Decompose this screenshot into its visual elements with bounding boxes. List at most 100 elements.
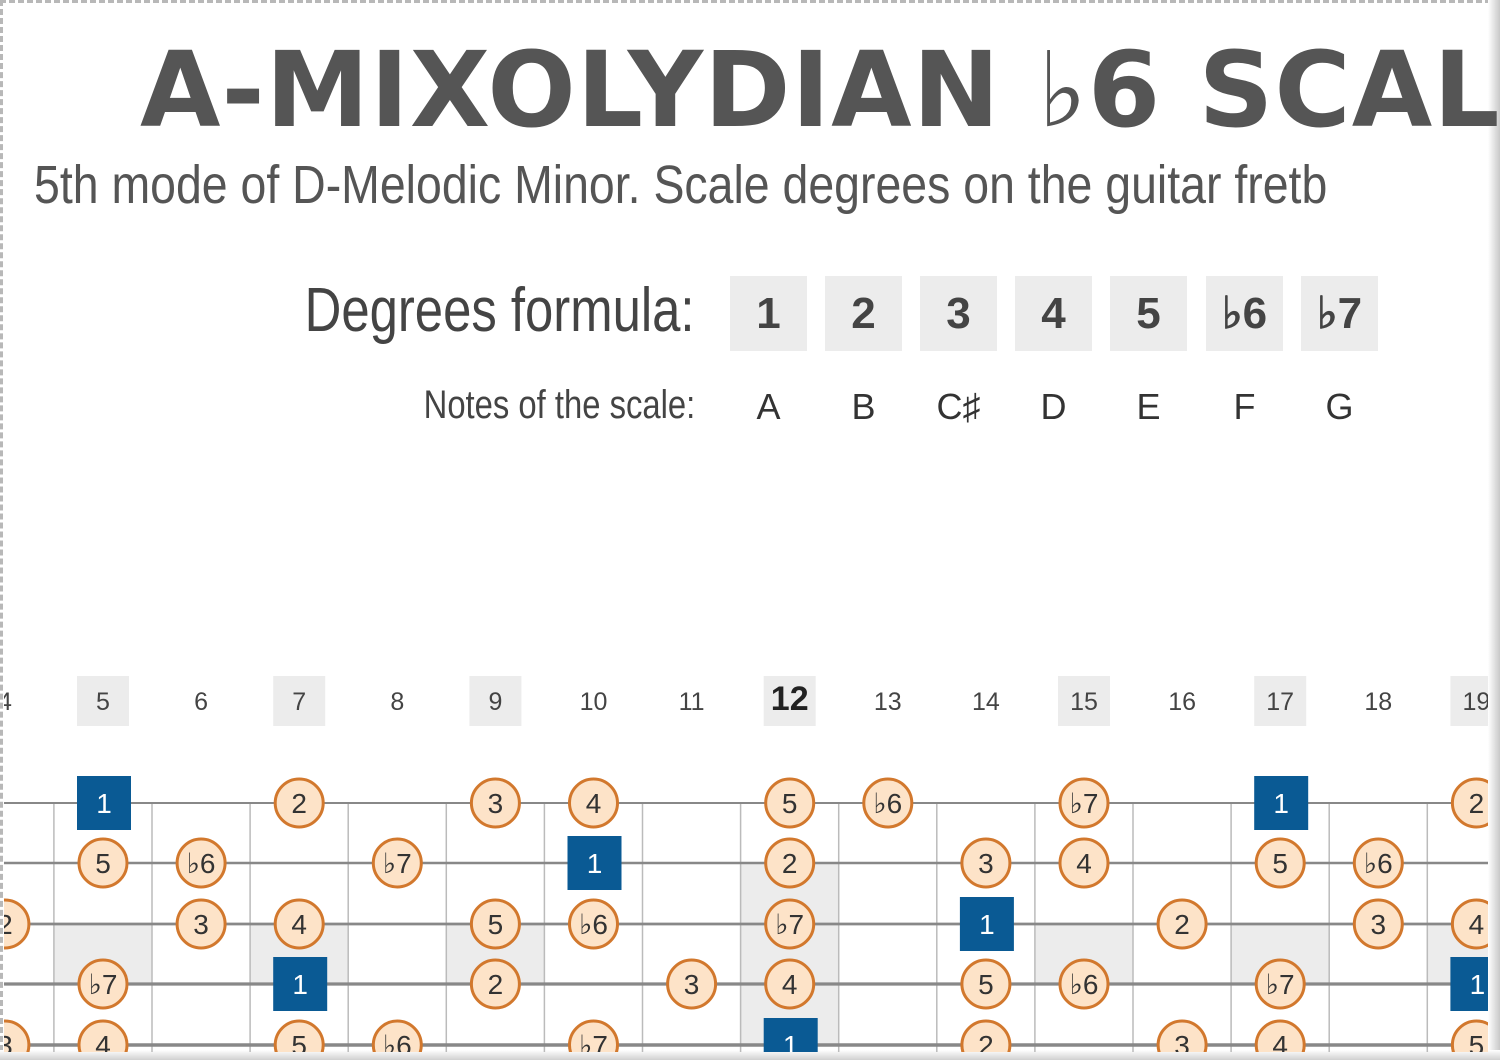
degree-note-label: ♭7 (383, 848, 412, 879)
scale-note-3: C♯ (936, 386, 981, 427)
degrees-formula-label: Degrees formula: (305, 276, 695, 345)
root-note-marker (1450, 957, 1488, 1011)
degree-box-2: 2 (825, 276, 902, 351)
degree-note-marker (1254, 958, 1306, 1010)
degree-note-label: 5 (782, 788, 798, 819)
degree-note-label: 2 (1469, 788, 1485, 819)
degree-note-marker (175, 837, 227, 889)
degree-note-marker (273, 777, 325, 829)
degree-note-label: 5 (291, 1030, 307, 1060)
degree-note-label: 5 (978, 969, 994, 1000)
degree-note-label: ♭6 (1364, 848, 1393, 879)
degree-note-label: ♭6 (187, 848, 216, 879)
degree-note-label: ♭7 (775, 909, 804, 940)
fret-number-6: 6 (194, 688, 208, 716)
degree-note-marker (666, 958, 718, 1010)
degree-note-marker (960, 837, 1012, 889)
degree-note-marker (1254, 1019, 1306, 1052)
degree-note-label: 2 (0, 909, 13, 940)
degree-note-marker (371, 1019, 423, 1052)
degree-note-marker (960, 958, 1012, 1010)
root-note-marker (763, 1018, 818, 1052)
fret-number-box-15 (1058, 676, 1110, 726)
degree-box-4: 4 (1015, 276, 1092, 351)
degree-note-label: 2 (978, 1030, 994, 1060)
degree-note-label: 3 (1371, 909, 1387, 940)
degree-note-marker (4, 1019, 31, 1052)
degree-box-1: 1 (730, 276, 807, 351)
root-note-label: 1 (1470, 969, 1486, 1000)
degree-note-marker (273, 1019, 325, 1052)
fret-number-7: 7 (292, 688, 306, 716)
degree-note-label: 2 (1174, 909, 1190, 940)
degree-note-marker (371, 837, 423, 889)
degree-note-label: 5 (1469, 1030, 1485, 1060)
page-subtitle: 5th mode of D-Melodic Minor. Scale degre… (34, 155, 1328, 215)
degree-note-label: 5 (488, 909, 504, 940)
root-note-label: 1 (587, 848, 603, 879)
frame-border-top (0, 0, 1500, 4)
page-title: A-MIXOLYDIAN ♭6 SCALE (140, 29, 1500, 151)
root-note-marker (273, 957, 328, 1011)
degree-note-marker (764, 837, 816, 889)
fret-number-16: 16 (1168, 688, 1196, 716)
root-note-label: 1 (979, 909, 995, 940)
degree-note-marker (175, 898, 227, 950)
root-note-marker (567, 836, 622, 890)
degree-note-label: ♭6 (873, 788, 902, 819)
degree-note-label: ♭6 (383, 1030, 412, 1060)
degree-note-marker (568, 777, 619, 829)
degree-note-label: ♭6 (1070, 969, 1099, 1000)
degree-note-label: 3 (684, 969, 700, 1000)
root-note-label: 1 (96, 788, 112, 819)
root-note-label: 1 (1273, 788, 1289, 819)
degree-note-label: ♭6 (579, 909, 608, 940)
degree-note-marker (77, 958, 129, 1010)
degree-note-marker (1058, 837, 1110, 889)
degree-note-marker (764, 777, 816, 829)
root-note-label: 1 (292, 969, 308, 1000)
scale-note-1: A (756, 386, 781, 427)
degree-box-flat7: ♭7 (1301, 276, 1378, 351)
degree-note-label: 3 (488, 788, 504, 819)
fret-number-box-19 (1450, 676, 1488, 726)
degree-box-flat6: ♭6 (1206, 276, 1283, 351)
degree-note-marker (1058, 777, 1110, 829)
root-note-marker (77, 776, 131, 830)
scale-note-6: F (1233, 386, 1256, 427)
degree-note-marker (77, 837, 129, 889)
degree-note-marker (1058, 958, 1110, 1010)
degree-note-label: 4 (1076, 848, 1092, 879)
fret-number-13: 13 (874, 688, 902, 716)
degree-note-marker (1450, 898, 1488, 950)
degree-note-marker (77, 1019, 129, 1052)
fret-number-9: 9 (488, 688, 502, 716)
fret-number-15: 15 (1070, 688, 1098, 716)
fret-number-5: 5 (96, 688, 110, 716)
degree-note-marker (568, 1019, 619, 1052)
fret-number-14: 14 (972, 688, 1000, 716)
degree-note-label: ♭7 (579, 1030, 608, 1060)
degree-note-marker (862, 777, 914, 829)
degree-note-marker (764, 958, 816, 1010)
fret-number-11: 11 (679, 688, 705, 716)
degree-note-marker (1254, 837, 1306, 889)
fret-number-12: 12 (771, 680, 809, 718)
degree-note-label: 3 (193, 909, 209, 940)
degree-note-label: 3 (0, 1030, 13, 1060)
root-note-marker (959, 897, 1014, 951)
scale-note-5: E (1136, 386, 1161, 427)
fret-number-19: 19 (1462, 688, 1490, 716)
degree-note-marker (1450, 777, 1488, 829)
degree-note-marker (1352, 837, 1404, 889)
degree-box-3: 3 (920, 276, 997, 351)
degree-note-label: 4 (95, 1030, 111, 1060)
degree-note-label: 2 (782, 848, 798, 879)
fret-number-box-12 (763, 676, 816, 726)
fret-number-box-7 (273, 676, 326, 726)
degree-note-label: 4 (1272, 1030, 1288, 1060)
degree-note-marker (1156, 898, 1208, 950)
frame-shadow-right (1488, 0, 1500, 1060)
scale-note-4: D (1040, 386, 1067, 427)
